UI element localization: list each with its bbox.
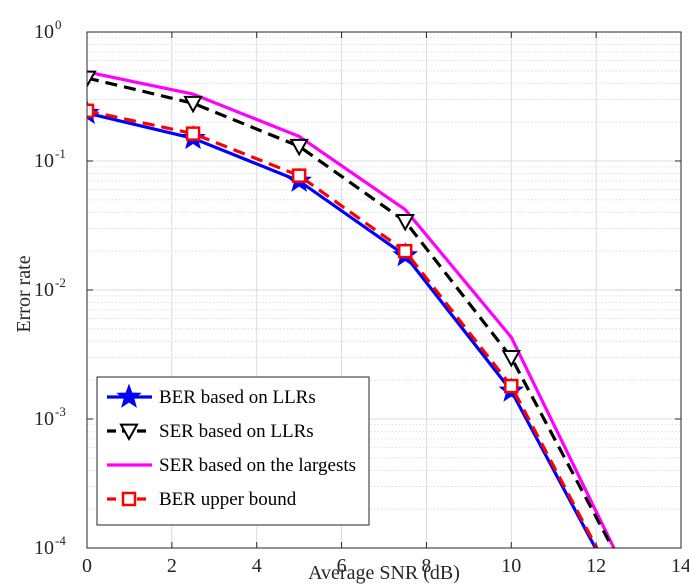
legend-marker — [116, 383, 142, 408]
y-tick-label-exponent: 0 — [55, 17, 62, 32]
series-ber-upper-bound — [87, 103, 623, 585]
data-point — [183, 95, 203, 114]
x-tick-label: 4 — [252, 555, 262, 577]
y-tick-label: 10 — [34, 279, 54, 301]
data-point — [606, 577, 629, 585]
legend-marker — [119, 423, 139, 442]
series-ser-based-on-llrs — [87, 70, 625, 565]
legend-label: BER based on LLRs — [159, 387, 316, 408]
legend-item: SER based on LLRs — [107, 421, 314, 442]
y-tick-label-exponent: -1 — [55, 146, 66, 161]
series-clip-group — [87, 70, 629, 585]
data-point — [397, 243, 413, 259]
legend-item: BER upper bound — [107, 489, 297, 510]
series-line — [87, 111, 598, 548]
data-point — [291, 168, 307, 183]
data-point — [87, 70, 97, 89]
y-tick-label: 10 — [34, 408, 54, 430]
legend-label: SER based on LLRs — [159, 421, 314, 442]
x-tick-label: 10 — [501, 555, 521, 577]
y-tick-label-exponent: -4 — [55, 533, 66, 548]
data-point — [87, 103, 95, 119]
x-tick-label: 0 — [82, 555, 92, 577]
series-line — [87, 70, 616, 548]
data-point — [611, 581, 623, 585]
x-axis-title: Average SNR (dB) — [308, 562, 460, 584]
series-line — [87, 76, 615, 548]
y-tick-label-exponent: -2 — [55, 275, 66, 290]
data-point — [395, 214, 415, 232]
y-tick-label: 10 — [34, 150, 54, 172]
data-point — [185, 126, 201, 141]
x-tick-label: 12 — [586, 555, 606, 577]
data-point — [504, 378, 519, 394]
series-layer — [87, 70, 629, 585]
y-tick-label: 10 — [34, 21, 54, 43]
x-tick-label: 2 — [167, 555, 177, 577]
series-ser-based-on-the-largests — [87, 70, 616, 548]
legend-marker — [121, 491, 137, 507]
series-line — [87, 109, 599, 548]
data-point — [609, 551, 625, 565]
axes-frame — [86, 31, 682, 549]
legend-label: SER based on the largests — [159, 455, 356, 476]
legend-item: BER based on LLRs — [107, 383, 316, 408]
data-point — [289, 138, 309, 157]
legend: BER based on LLRs SER based on LLRs SER ba… — [96, 376, 370, 526]
legend-label: BER upper bound — [159, 489, 297, 510]
y-axis-title: Error rate — [13, 255, 35, 332]
x-tick-label: 8 — [421, 555, 431, 577]
legend-item: SER based on the largests — [107, 455, 356, 476]
x-tick-label: 14 — [671, 555, 689, 577]
data-point — [501, 350, 521, 368]
x-tick-label: 6 — [337, 555, 347, 577]
y-tick-label: 10 — [34, 537, 54, 559]
y-tick-label-exponent: -3 — [55, 404, 66, 419]
